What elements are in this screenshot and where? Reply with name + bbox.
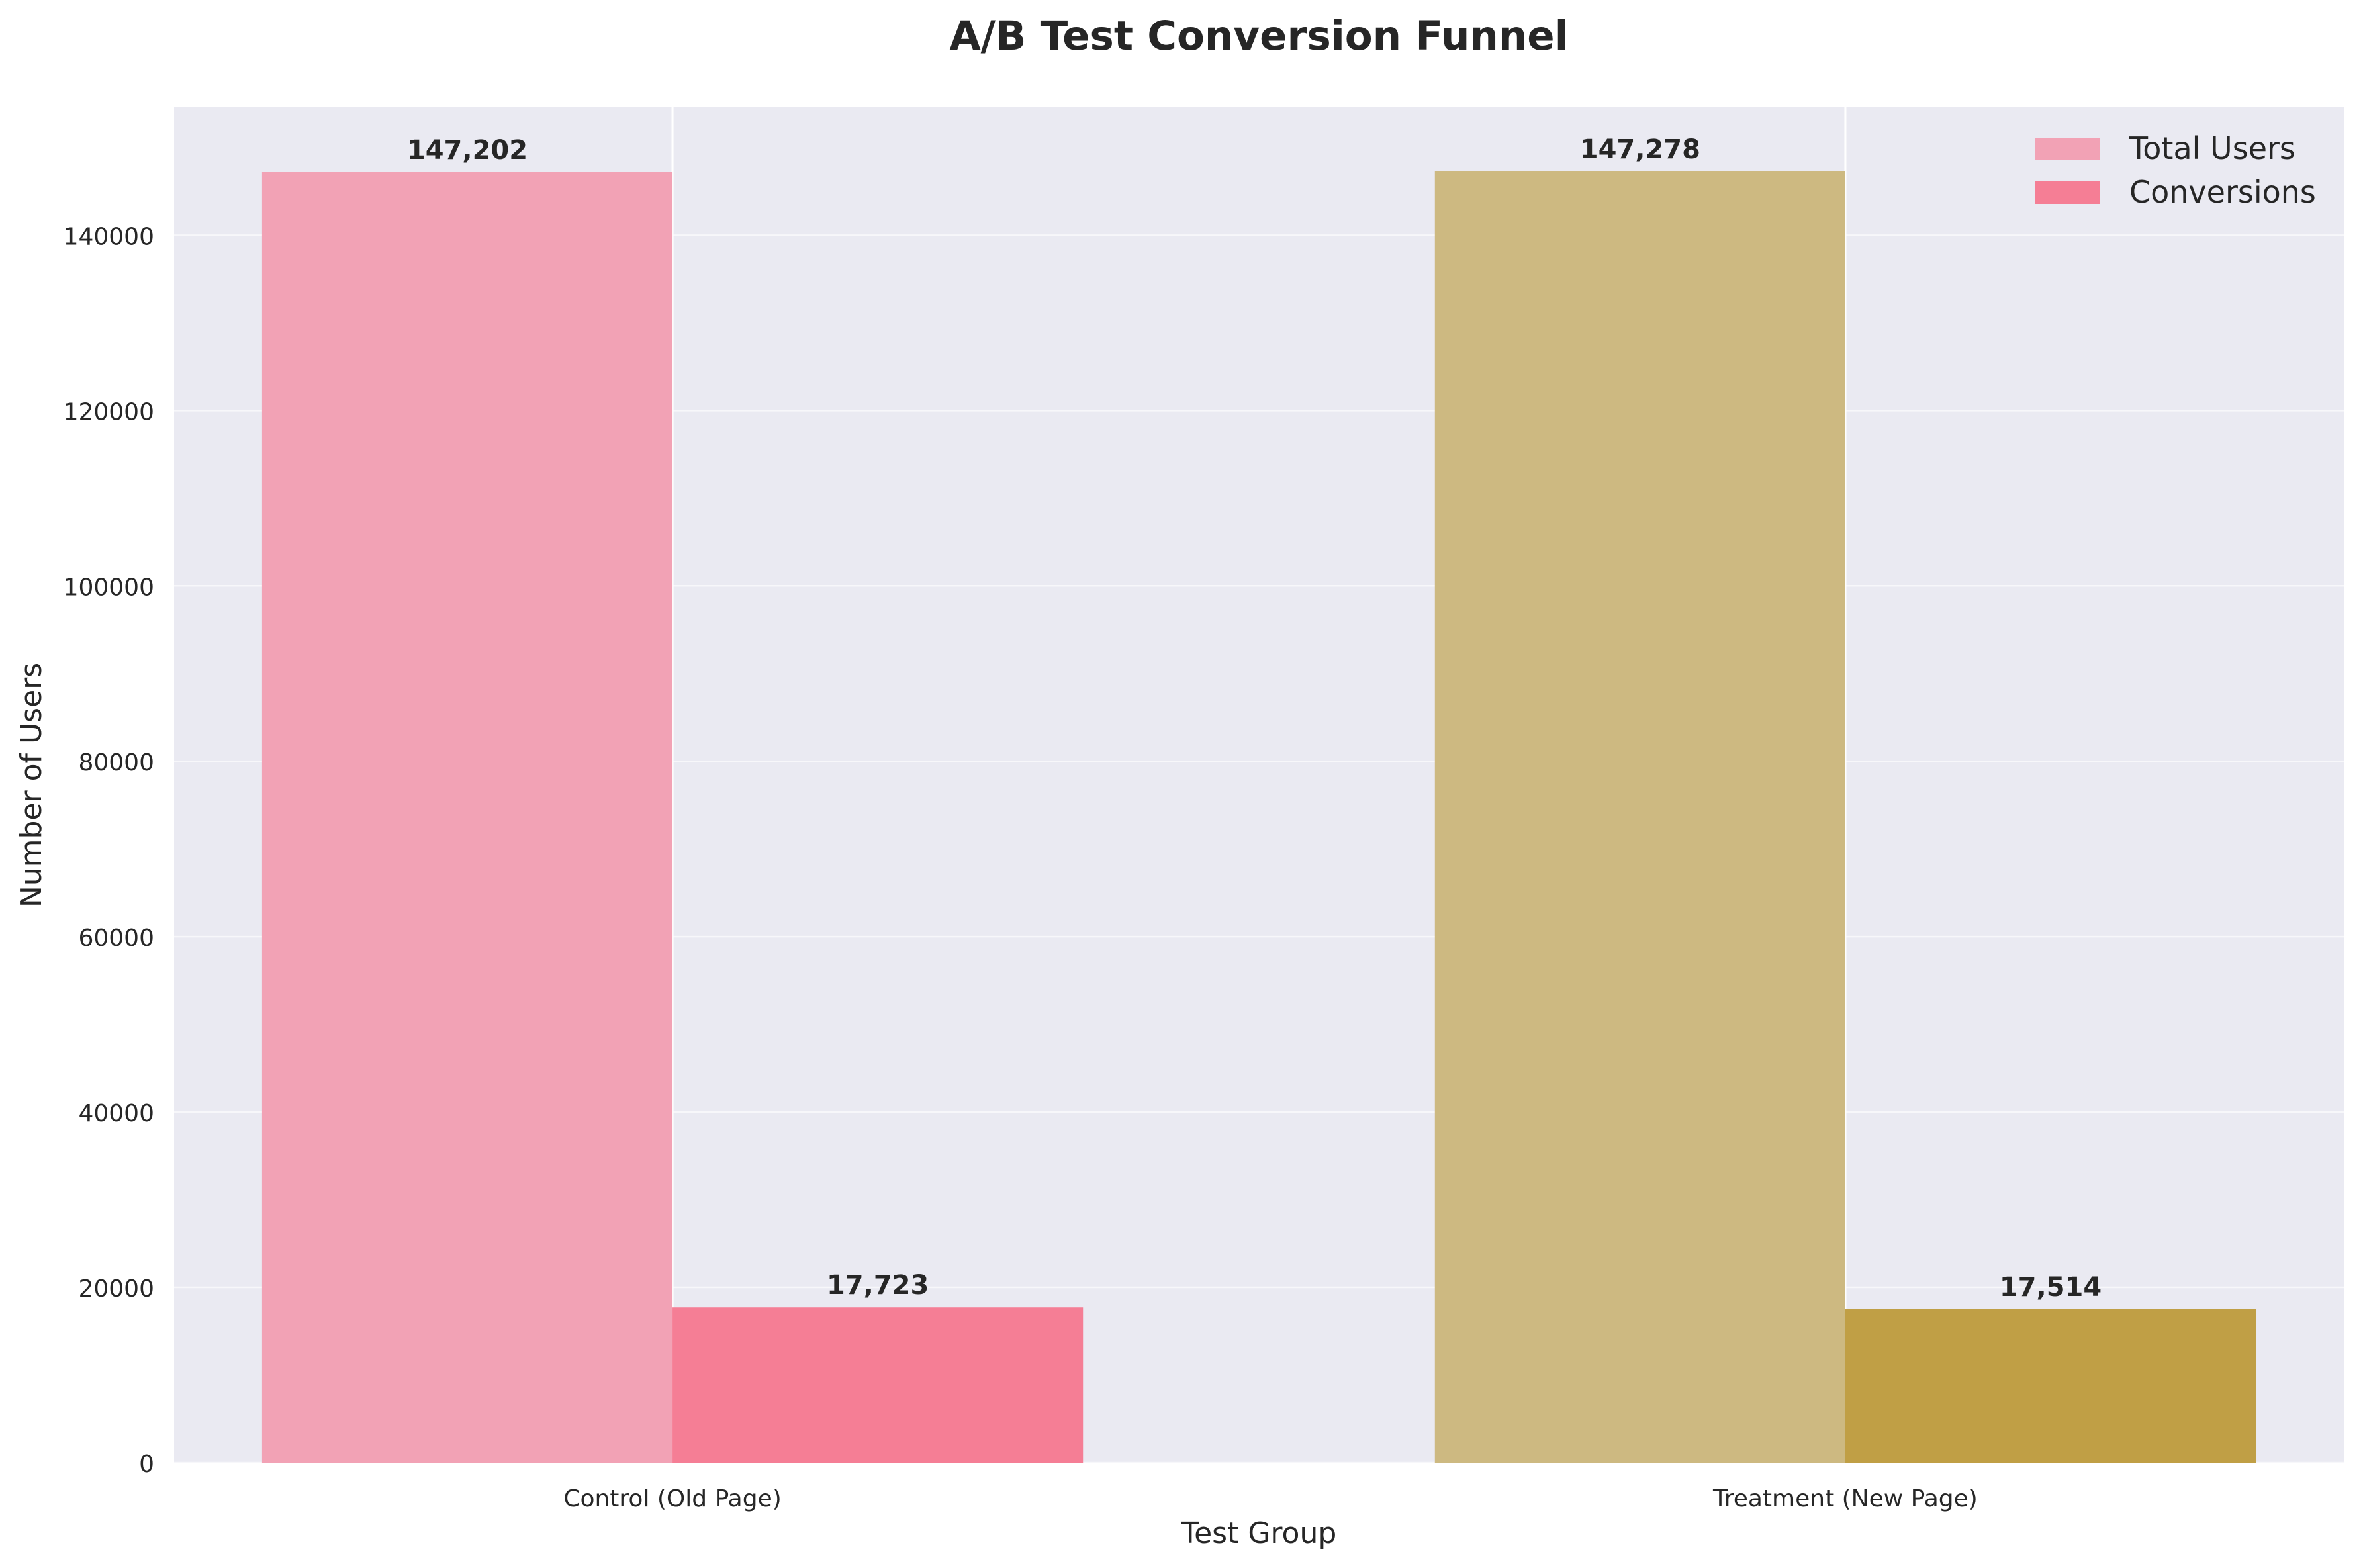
bar-total-users-0	[261, 172, 673, 1463]
chart-title: A/B Test Conversion Funnel	[949, 13, 1568, 60]
y-tick-label: 100000	[64, 574, 154, 601]
y-tick-label: 40000	[78, 1100, 154, 1127]
legend-label: Total Users	[2129, 130, 2295, 166]
data-label: 147,202	[407, 135, 528, 165]
x-tick-label: Treatment (New Page)	[1712, 1485, 1978, 1512]
legend-swatch	[2035, 181, 2100, 204]
bar-conversions-1	[1845, 1309, 2256, 1463]
data-labels: 147,202 147,278 17,723 17,514	[407, 134, 2102, 1303]
y-tick-label: 20000	[78, 1275, 154, 1303]
legend: Total Users Conversions	[2035, 130, 2316, 210]
y-axis-label: Number of Users	[15, 663, 48, 907]
data-label: 147,278	[1580, 134, 1700, 165]
y-tick-label: 60000	[78, 925, 154, 952]
data-label: 17,514	[2000, 1272, 2102, 1303]
legend-swatch	[2035, 138, 2100, 160]
bar-total-users-1	[1434, 171, 1845, 1463]
legend-label: Conversions	[2129, 174, 2316, 210]
y-tick-label: 0	[139, 1451, 154, 1478]
axes: 0 20000 40000 60000 80000 100000 120000 140000 C…	[64, 223, 1978, 1512]
bars	[261, 171, 2256, 1463]
x-axis-label: Test Group	[1181, 1516, 1337, 1550]
data-label: 17,723	[827, 1270, 929, 1301]
bar-conversions-0	[672, 1307, 1084, 1463]
y-tick-label: 80000	[78, 749, 154, 776]
y-tick-label: 140000	[64, 223, 154, 250]
x-tick-label: Control (Old Page)	[563, 1485, 781, 1512]
y-tick-label: 120000	[64, 398, 154, 426]
